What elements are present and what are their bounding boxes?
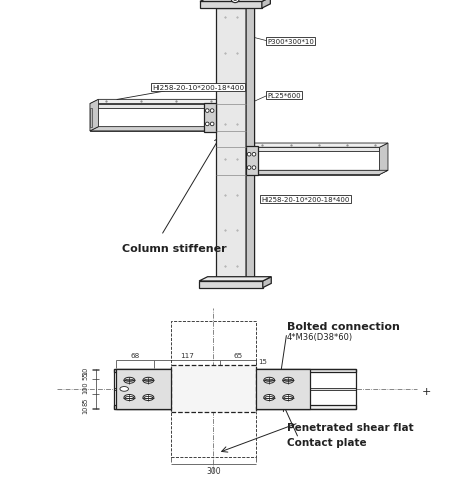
Circle shape: [143, 395, 154, 401]
Polygon shape: [90, 104, 216, 109]
Text: 65: 65: [233, 352, 242, 358]
Text: 10: 10: [82, 405, 89, 413]
Text: 68: 68: [130, 352, 140, 358]
Ellipse shape: [144, 397, 153, 399]
Circle shape: [124, 395, 135, 401]
Ellipse shape: [265, 397, 273, 399]
Text: 85: 85: [82, 397, 89, 406]
Bar: [256, 369, 356, 409]
Bar: [256, 369, 310, 409]
Bar: [114, 388, 171, 390]
Circle shape: [210, 123, 214, 126]
Text: HI258-20-10*200-18*400: HI258-20-10*200-18*400: [261, 197, 350, 203]
Polygon shape: [246, 171, 388, 175]
Text: 4*M36(D38*60): 4*M36(D38*60): [287, 332, 353, 341]
Circle shape: [247, 153, 251, 157]
Polygon shape: [246, 143, 388, 148]
Text: 300: 300: [206, 466, 220, 475]
Ellipse shape: [125, 397, 134, 399]
Circle shape: [247, 166, 251, 170]
Ellipse shape: [125, 380, 134, 382]
Text: 15: 15: [258, 358, 267, 364]
Bar: [114, 369, 171, 409]
Text: Contact plate: Contact plate: [287, 437, 366, 447]
Polygon shape: [246, 5, 255, 282]
Polygon shape: [204, 103, 216, 132]
Text: 10: 10: [82, 366, 89, 374]
Circle shape: [283, 378, 294, 384]
Bar: [171, 322, 256, 457]
Circle shape: [231, 0, 239, 3]
Circle shape: [205, 109, 209, 113]
Polygon shape: [216, 9, 246, 282]
Circle shape: [233, 0, 237, 1]
Text: P300*300*10: P300*300*10: [267, 39, 314, 45]
Polygon shape: [380, 143, 388, 175]
Polygon shape: [90, 100, 99, 132]
Polygon shape: [90, 127, 224, 132]
Text: 55: 55: [82, 370, 89, 379]
Text: HI258-20-10*200-18*400: HI258-20-10*200-18*400: [152, 85, 244, 91]
Circle shape: [264, 378, 275, 384]
Polygon shape: [263, 277, 271, 288]
Polygon shape: [262, 0, 270, 9]
Polygon shape: [246, 171, 380, 175]
Ellipse shape: [284, 380, 292, 382]
Text: +: +: [422, 386, 431, 396]
Circle shape: [120, 387, 128, 391]
Polygon shape: [246, 148, 380, 152]
Ellipse shape: [284, 397, 292, 399]
Bar: [116, 369, 171, 409]
Circle shape: [283, 395, 294, 401]
Text: Bolted connection: Bolted connection: [287, 322, 400, 332]
Polygon shape: [90, 100, 224, 104]
Text: Penetrated shear flat: Penetrated shear flat: [287, 422, 413, 432]
Bar: [256, 369, 356, 372]
Circle shape: [264, 395, 275, 401]
Ellipse shape: [144, 380, 153, 382]
Ellipse shape: [265, 380, 273, 382]
Circle shape: [252, 166, 256, 170]
Bar: [256, 388, 356, 390]
Bar: [256, 406, 356, 409]
Polygon shape: [199, 277, 271, 282]
Bar: [114, 369, 171, 372]
Circle shape: [252, 153, 256, 157]
Text: Column stiffener: Column stiffener: [122, 243, 227, 253]
Bar: [171, 366, 256, 412]
Text: 100: 100: [82, 381, 89, 393]
Bar: [114, 406, 171, 409]
Text: PL25*600: PL25*600: [267, 93, 301, 99]
Circle shape: [205, 123, 209, 126]
Circle shape: [124, 378, 135, 384]
Polygon shape: [90, 127, 216, 132]
Polygon shape: [90, 109, 92, 127]
Polygon shape: [200, 2, 262, 9]
Circle shape: [143, 378, 154, 384]
Polygon shape: [200, 0, 270, 2]
Text: 117: 117: [180, 352, 194, 358]
Polygon shape: [199, 282, 263, 288]
Circle shape: [210, 109, 214, 113]
Polygon shape: [246, 147, 257, 176]
